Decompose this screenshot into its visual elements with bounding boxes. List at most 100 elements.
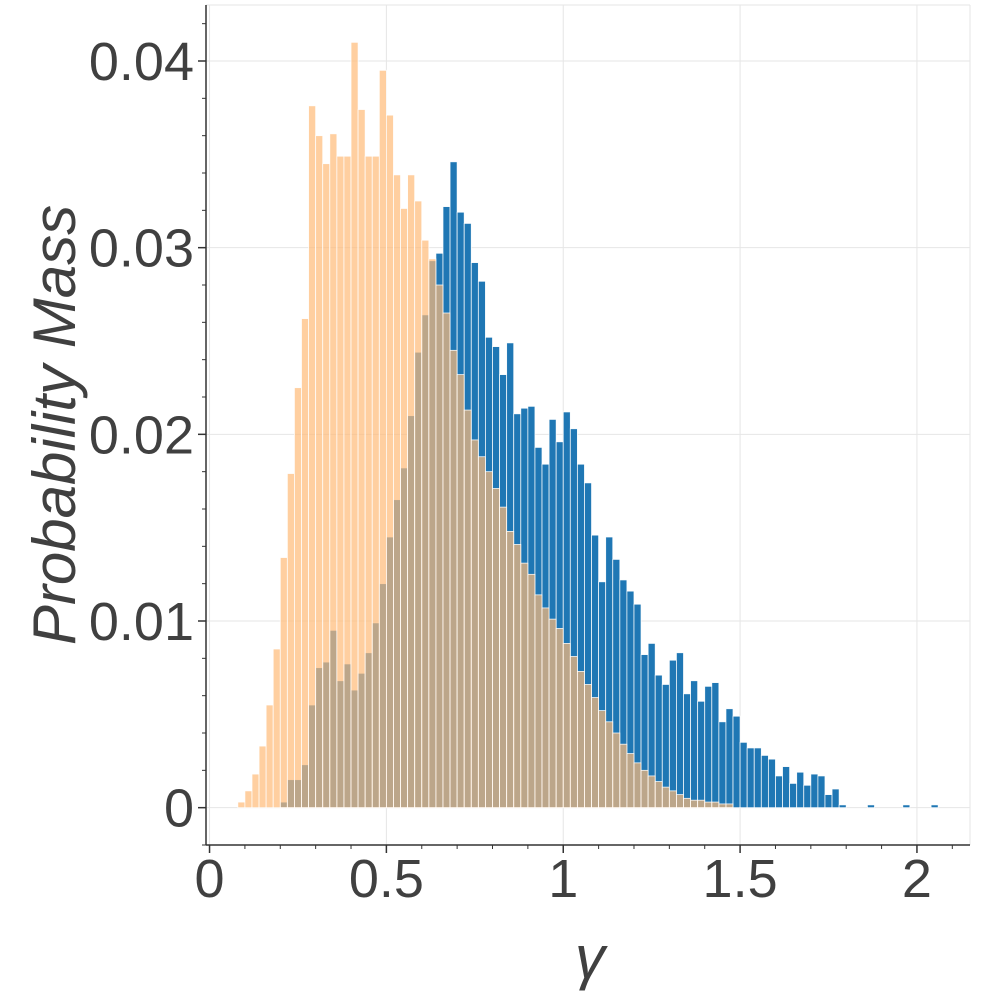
bars <box>237 41 939 809</box>
histogram-bar <box>506 531 515 809</box>
histogram-bar <box>548 618 557 809</box>
histogram-bar <box>612 732 621 809</box>
histogram-bar <box>676 652 684 809</box>
histogram-bar <box>378 69 387 809</box>
histogram-bar <box>760 755 769 809</box>
histogram-bar <box>753 747 762 809</box>
x-tick-label: 1.5 <box>703 849 778 909</box>
histogram-bar <box>499 506 508 809</box>
histogram-bar <box>647 775 656 809</box>
x-tick-label: 2 <box>902 849 932 909</box>
histogram-bar <box>428 258 437 809</box>
histogram-bar <box>711 682 720 809</box>
histogram-bar <box>789 783 798 809</box>
histogram-bar <box>371 155 380 809</box>
histogram-bar <box>527 573 536 809</box>
y-tick-label: 0.03 <box>89 219 194 279</box>
histogram-bar <box>782 766 791 809</box>
histogram-bar <box>725 803 734 809</box>
histogram-bar <box>718 803 727 809</box>
histogram-bar <box>683 693 691 809</box>
histogram-bar <box>683 797 691 809</box>
histogram-bar <box>555 628 564 809</box>
histogram-bar <box>831 788 840 809</box>
histogram-bar <box>449 349 458 809</box>
histogram-bar <box>661 786 670 809</box>
axes <box>198 5 970 853</box>
histogram-bar <box>301 318 309 809</box>
y-tick-label: 0.01 <box>89 592 194 652</box>
histogram-bar <box>654 781 663 809</box>
histogram-bar <box>930 804 939 809</box>
histogram-bar <box>442 312 451 809</box>
histogram-bar <box>711 801 720 809</box>
histogram-bar <box>746 747 755 809</box>
histogram-bar <box>244 790 253 809</box>
histogram-bar <box>576 671 585 809</box>
histogram-bar <box>775 775 783 809</box>
histogram-bar <box>697 700 706 809</box>
histogram-bar <box>336 155 345 809</box>
histogram-bar <box>690 680 699 809</box>
histogram-bar <box>619 743 628 809</box>
histogram-bar <box>598 710 607 809</box>
y-tick-label: 0.04 <box>89 32 194 92</box>
histogram-bar <box>343 155 352 809</box>
histogram-bar <box>640 769 649 809</box>
histogram-bar <box>485 471 493 809</box>
tick-labels: 0 0.5 1 1.5 2 0 0.01 0.02 0.03 0.04 <box>89 32 932 909</box>
x-axis-title: γ <box>575 924 608 991</box>
histogram-bar <box>272 648 281 809</box>
histogram-bar <box>350 41 359 809</box>
histogram-bar <box>463 409 472 809</box>
histogram-bar <box>237 801 246 809</box>
histogram-bar <box>385 114 394 809</box>
histogram-bar <box>803 784 812 809</box>
histogram-bar <box>364 155 373 809</box>
histogram-bar <box>633 762 642 809</box>
histogram-bar <box>569 656 578 809</box>
histogram-bar <box>676 794 684 809</box>
histogram-bar <box>562 643 571 809</box>
histogram-bar <box>697 799 706 809</box>
y-tick-label: 0.02 <box>89 405 194 465</box>
histogram-bar <box>400 208 409 809</box>
histogram-bar <box>838 804 847 809</box>
histogram-bar <box>492 488 500 809</box>
y-tick-label: 0 <box>164 779 194 839</box>
series-1-bars <box>237 41 734 809</box>
histogram-bar <box>817 775 826 809</box>
histogram-bar <box>294 387 302 809</box>
histogram-bar <box>626 753 635 809</box>
histogram-bar <box>421 239 430 809</box>
x-tick-label: 0 <box>195 849 225 909</box>
histogram-bar <box>902 804 911 809</box>
x-tick-label: 1 <box>548 849 578 909</box>
histogram-bar <box>767 758 776 809</box>
y-axis-title: Probability Mass <box>21 205 88 645</box>
histogram-bar <box>605 721 614 809</box>
histogram-bar <box>286 473 295 809</box>
histogram-bar <box>456 374 465 809</box>
histogram-bar <box>668 790 677 809</box>
histogram-bar <box>732 715 741 809</box>
histogram-bar <box>704 685 713 809</box>
histogram-bar <box>739 741 748 809</box>
histogram-bar <box>435 284 444 809</box>
x-tick-label: 0.5 <box>349 849 424 909</box>
histogram-bar <box>591 697 600 809</box>
histogram-bar <box>584 684 592 809</box>
histogram-bar <box>407 174 416 809</box>
histogram-bar <box>541 607 550 809</box>
histogram-bar <box>477 456 486 809</box>
histogram-bar <box>329 133 338 809</box>
histogram-bar <box>251 773 260 809</box>
histogram-bar <box>513 544 522 809</box>
histogram-bar <box>322 163 331 809</box>
histogram-bar <box>725 708 734 809</box>
histogram-bar <box>470 439 479 809</box>
histogram-bar <box>867 804 875 809</box>
histogram-bar <box>690 799 699 809</box>
histogram-bar <box>357 109 366 809</box>
